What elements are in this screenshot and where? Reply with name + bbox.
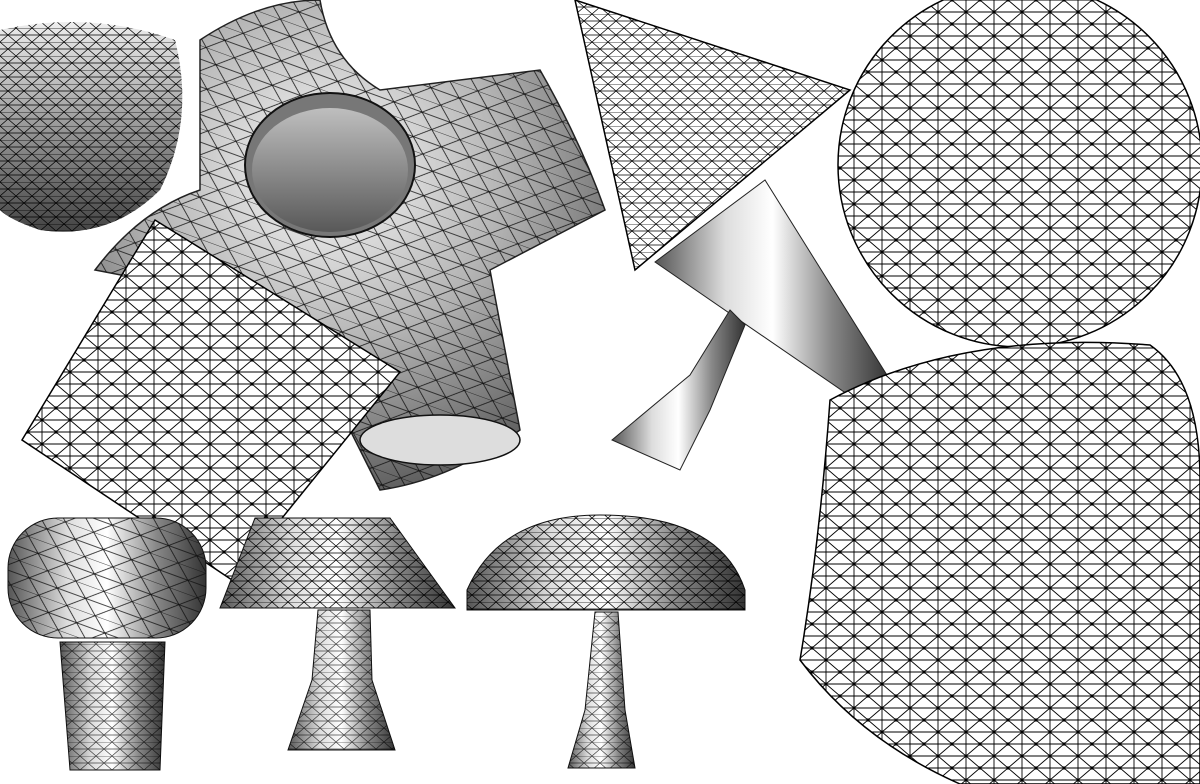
shaded-face <box>0 22 183 232</box>
mushroom-dome <box>466 514 746 769</box>
circle-wireframe <box>837 0 1200 348</box>
cone-wireframe <box>574 0 852 272</box>
mushroom-rounded <box>7 517 207 771</box>
mushroom-flat <box>219 517 456 751</box>
face-wireframe <box>799 341 1200 784</box>
shaded-cone <box>611 179 891 471</box>
tube-cross <box>93 0 606 491</box>
